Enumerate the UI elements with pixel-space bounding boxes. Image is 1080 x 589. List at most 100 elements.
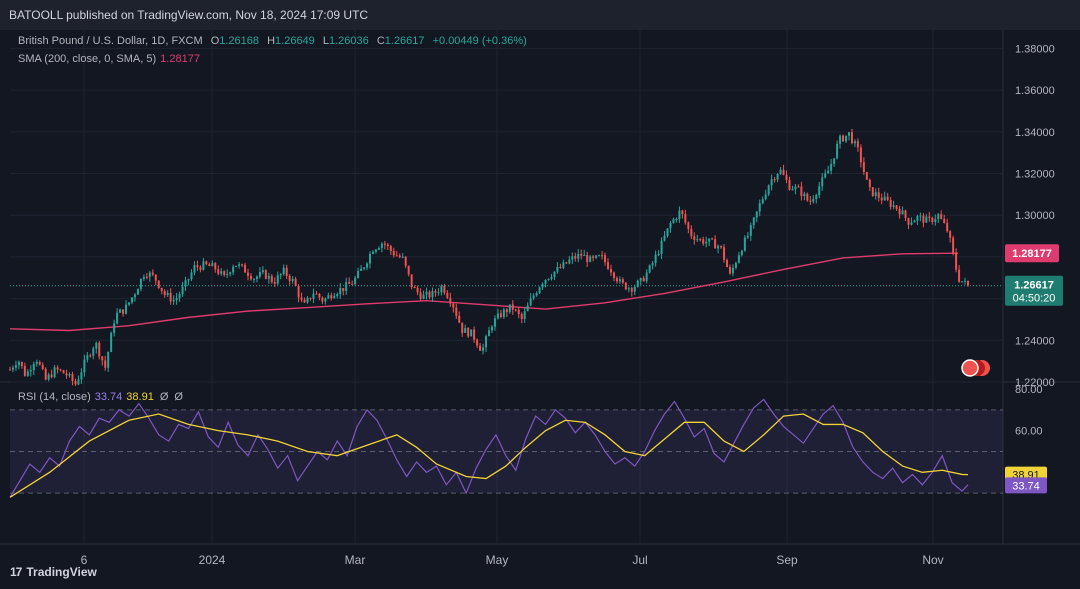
candle-body [726,259,729,268]
candle-body [26,371,29,376]
candle-body [160,287,163,292]
candle-body [80,372,83,380]
candle-body [821,177,824,187]
candle-body [252,279,255,281]
candle-body [199,267,202,270]
candle-body [178,294,181,299]
candle-body [71,374,74,381]
candle-body [830,163,833,171]
candle-body [743,237,746,251]
candle-body [818,186,821,196]
candle-body [949,231,952,238]
candle-body [14,365,17,368]
price-tick-label: 1.34000 [1015,127,1055,139]
candle-body [845,135,848,142]
candle-body [482,347,485,351]
candle-body [184,280,187,287]
candle-body [639,277,642,281]
candle-body [196,265,199,268]
open-value: 1.26168 [219,35,260,47]
sma-value: 1.28177 [160,53,200,65]
candle-body [612,272,615,278]
candle-body [496,313,499,319]
candle-body [366,263,369,268]
candle-body [964,280,967,282]
candle-body [607,262,610,270]
candle-body [862,162,865,173]
candle-body [377,248,380,250]
sma-label: SMA (200, close, 0, SMA, 5) [18,53,157,65]
chart-area[interactable]: 1.380001.360001.340001.320001.300001.280… [0,30,1080,585]
candle-body [541,283,544,288]
candle-body [282,267,285,274]
candle-body [348,282,351,284]
candle-body [59,369,62,371]
candle-body [767,185,770,195]
candle-body [371,251,374,254]
candle-body [443,286,446,293]
candle-body [217,269,220,274]
candle-body [98,342,101,357]
open-label: O [210,35,220,47]
candle-body [62,370,65,374]
candle-body [20,361,23,367]
candle-body [705,241,708,244]
last-price-badge [1005,275,1063,306]
candle-body [630,288,633,292]
candle-body [803,193,806,197]
candle-body [404,256,407,266]
candle-body [205,261,208,265]
candle-body [559,266,562,268]
candle-body [342,288,345,291]
candle-body [309,297,312,299]
candle-body [952,237,955,253]
candle-body [714,239,717,249]
candle-body [101,356,104,361]
us-flag-icon[interactable] [961,359,979,377]
candle-body [226,274,229,276]
candle-body [467,328,470,337]
time-tick-label: 6 [81,553,88,567]
candle-body [449,297,452,304]
candle-body [223,271,226,276]
candle-body [850,132,853,144]
candle-body [241,264,244,266]
candle-body [815,195,818,200]
candle-body [535,293,538,296]
candle-body [770,179,773,186]
price-tick-label: 1.36000 [1015,85,1055,97]
candle-body [609,269,612,273]
candle-body [773,179,776,181]
candle-body [485,336,488,348]
candle-body [83,359,86,373]
candle-body [65,373,68,376]
candle-body [407,265,410,275]
candle-body [104,360,107,368]
tradingview-logo[interactable]: 17 TradingView [10,565,97,579]
candle-body [681,210,684,215]
candle-body [493,318,496,327]
rsi-tick-label: 60.00 [1015,426,1043,438]
candle-body [202,261,205,270]
candle-body [285,267,288,277]
price-tick-label: 1.30000 [1015,210,1055,222]
candle-body [580,253,583,256]
candle-body [853,141,856,144]
candle-body [654,254,657,264]
candle-body [401,256,404,258]
candle-body [470,329,473,337]
candle-body [398,255,401,258]
candle-body [642,277,645,282]
sma-legend: SMA (200, close, 0, SMA, 5) 1.28177 [18,53,200,65]
candle-body [56,367,59,370]
price-tick-label: 1.24000 [1015,335,1055,347]
candle-body [592,256,595,258]
time-tick-label: 2024 [199,553,226,567]
rsi-badge [1005,477,1047,494]
candle-body [107,352,110,368]
candle-body [615,277,618,282]
close-label: C [376,35,385,47]
candle-body [247,272,250,276]
candle-body [431,291,434,298]
candle-body [928,216,931,218]
